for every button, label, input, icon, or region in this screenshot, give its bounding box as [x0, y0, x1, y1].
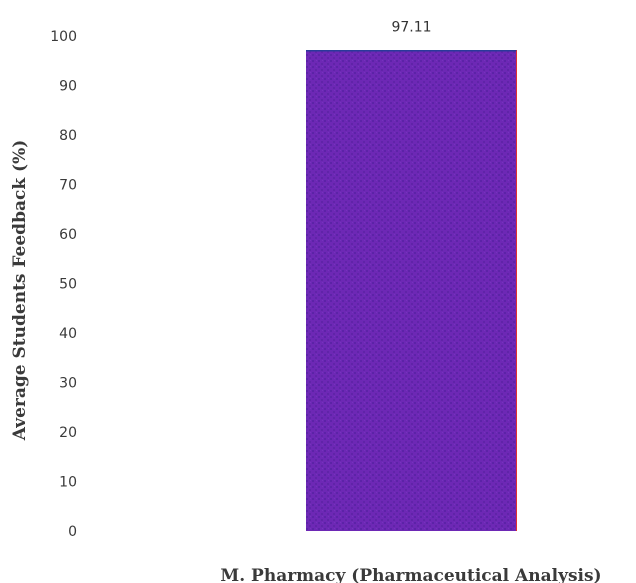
data-labels: 97.11 — [391, 19, 431, 35]
y-tick-label: 90 — [59, 79, 77, 95]
bar — [306, 50, 517, 531]
bars — [306, 50, 517, 531]
y-tick-label: 100 — [50, 29, 77, 45]
y-axis-title: Average Students Feedback (%) — [10, 140, 30, 442]
y-tick-label: 40 — [59, 326, 77, 342]
x-category-label: M. Pharmacy (Pharmaceutical Analysis) — [220, 566, 601, 583]
bar-value-label: 97.11 — [391, 19, 431, 35]
y-tick-label: 20 — [59, 425, 77, 441]
y-tick-label: 50 — [59, 277, 77, 293]
y-tick-label: 70 — [59, 178, 77, 194]
y-tick-label: 80 — [59, 128, 77, 144]
y-tick-label: 60 — [59, 227, 77, 243]
y-tick-label: 0 — [68, 524, 77, 540]
y-tick-label: 10 — [59, 475, 77, 491]
y-axis-ticks: 0 10 20 30 40 50 60 70 80 90 100 — [50, 29, 77, 540]
y-tick-label: 30 — [59, 376, 77, 392]
